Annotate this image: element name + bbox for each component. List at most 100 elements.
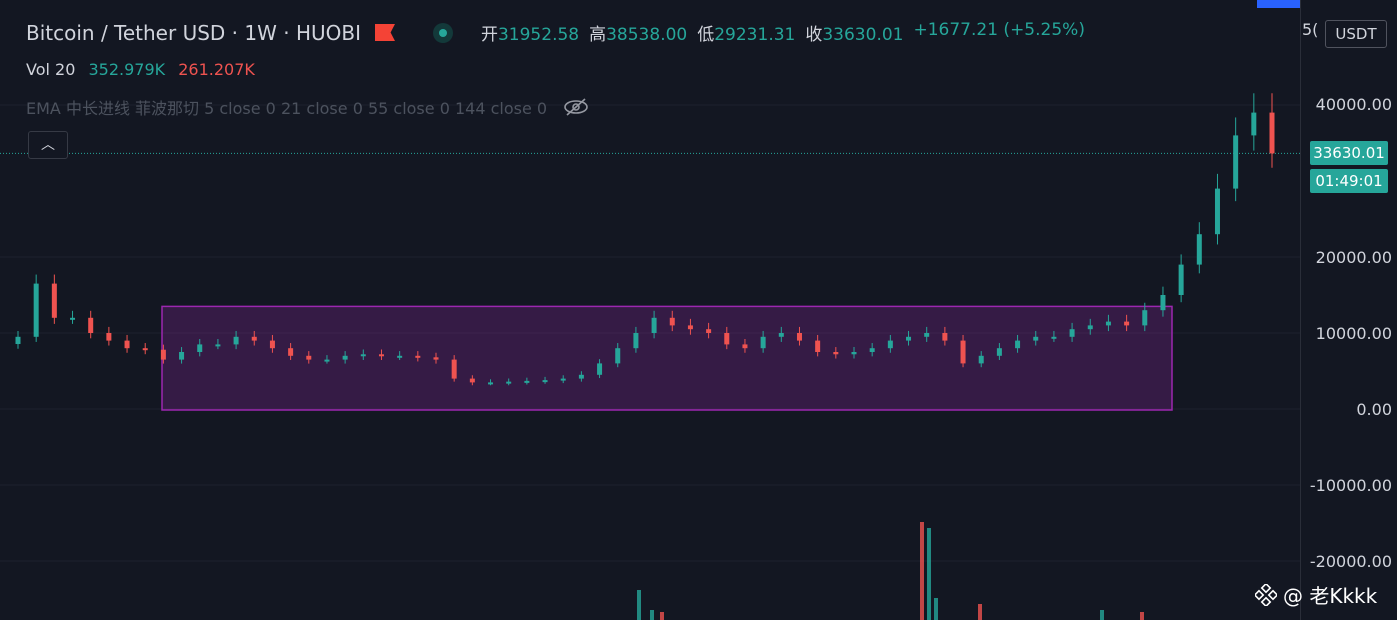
candle-body [796, 333, 802, 341]
volume-up-value: 352.979K [88, 60, 166, 79]
tick-20000: 20000.00 [1315, 248, 1392, 267]
candle-body [651, 317, 657, 333]
hidden-eye-icon[interactable] [563, 97, 589, 117]
candle-body [942, 333, 948, 341]
candle-body [687, 325, 693, 330]
candle-body [706, 329, 712, 333]
volume-bar [1140, 612, 1144, 620]
candle-body [88, 317, 94, 333]
candle-body [815, 340, 821, 352]
candle-body [851, 352, 857, 355]
candle-body [1233, 135, 1239, 189]
candle-body [1251, 112, 1257, 136]
candle-body [1069, 329, 1075, 337]
candle-body [106, 333, 112, 341]
tick-40000: 40000.00 [1315, 95, 1392, 114]
candle-body [215, 344, 221, 347]
candle-body [360, 354, 366, 357]
currency-button[interactable]: USDT [1325, 20, 1387, 48]
candle-body [397, 355, 403, 358]
volume-bar [660, 612, 664, 620]
watermark: @ 老Kkkk [1255, 580, 1377, 609]
change-value: +1677.21 (+5.25%) [913, 20, 1085, 40]
tick-top-partial: 5( [1302, 20, 1319, 39]
candle-body [1015, 340, 1021, 349]
candle-body [1033, 336, 1039, 341]
candle-body [124, 340, 130, 349]
candle-body [306, 355, 312, 360]
candle-body [197, 344, 203, 352]
candle-body [742, 344, 748, 349]
candle-body [597, 363, 603, 375]
open-value: 31952.58 [497, 25, 580, 45]
volume-bar [920, 522, 924, 620]
candle-body [269, 340, 275, 349]
flag-icon[interactable] [374, 24, 395, 41]
candle-body [15, 336, 21, 345]
tick-0: 0.00 [1356, 400, 1392, 419]
volume-label: Vol 20 [26, 60, 76, 79]
volume-bar [978, 604, 982, 620]
candle-body [233, 336, 239, 345]
chevron-up-icon: ︿ [41, 137, 55, 153]
candle-body [51, 283, 57, 318]
candle-body [1051, 336, 1057, 339]
tick-minus-10000: -10000.00 [1309, 476, 1392, 495]
watermark-text: @ 老Kkkk [1283, 584, 1378, 608]
candle-body [1087, 325, 1093, 330]
candle-body [288, 348, 294, 356]
symbol-legend: Bitcoin / Tether USD · 1W · HUOBI 开31952… [26, 20, 1085, 45]
volume-bar [637, 590, 641, 620]
candle-body [833, 352, 839, 355]
volume-bar [1100, 610, 1104, 620]
low-value: 29231.31 [714, 25, 796, 45]
candle-body [451, 359, 457, 379]
candle-body [506, 381, 512, 384]
candle-body [996, 348, 1002, 356]
candle-body [1160, 295, 1166, 311]
last-price-tag: 33630.01 [1310, 141, 1388, 165]
ohlc-values: 开31952.58 高38538.00 低29231.31 收33630.01 … [481, 20, 1085, 45]
candle-body [778, 333, 784, 337]
candle-body [1269, 112, 1275, 154]
candle-body [560, 378, 566, 381]
close-value: 33630.01 [822, 25, 904, 45]
candle-body [142, 348, 148, 351]
highlight-range-box [161, 305, 1173, 411]
candle-body [887, 340, 893, 349]
market-status-icon [432, 22, 453, 43]
candle-body [869, 348, 875, 352]
candle-body [615, 348, 621, 364]
candle-body [542, 380, 548, 383]
low-label: 低 [697, 25, 715, 45]
candle-body [342, 355, 348, 360]
symbol-title[interactable]: Bitcoin / Tether USD · 1W · HUOBI [26, 20, 361, 45]
volume-down-value: 261.207K [178, 60, 255, 79]
price-axis[interactable]: 5( 40000.00 20000.00 10000.00 0.00 -1000… [1300, 0, 1397, 620]
candle-body [1196, 234, 1202, 265]
candle-body [524, 380, 530, 383]
indicator-legend[interactable]: EMA 中长进线 菲波那切 5 close 0 21 close 0 55 cl… [26, 95, 589, 119]
high-label: 高 [589, 25, 607, 45]
volume-legend[interactable]: Vol 20 352.979K 261.207K [26, 60, 255, 79]
candle-body [978, 355, 984, 364]
collapse-legend-button[interactable]: ︿ [28, 131, 68, 159]
candle-body [70, 317, 76, 320]
candle-body [179, 352, 185, 360]
close-label: 收 [805, 25, 823, 45]
candle-body [469, 378, 475, 383]
candle-body [251, 336, 257, 341]
candle-body [433, 357, 439, 360]
candle-body [160, 349, 166, 360]
candle-body [960, 340, 966, 364]
tick-minus-20000: -20000.00 [1309, 552, 1392, 571]
candle-body [378, 354, 384, 357]
volume-bar [927, 528, 931, 620]
candle-body [1142, 310, 1148, 326]
candle-body [924, 333, 930, 337]
candle-body [724, 333, 730, 345]
candle-body [633, 333, 639, 349]
candle-body [669, 317, 675, 326]
candle-body [324, 359, 330, 362]
price-chart[interactable] [0, 0, 1300, 620]
